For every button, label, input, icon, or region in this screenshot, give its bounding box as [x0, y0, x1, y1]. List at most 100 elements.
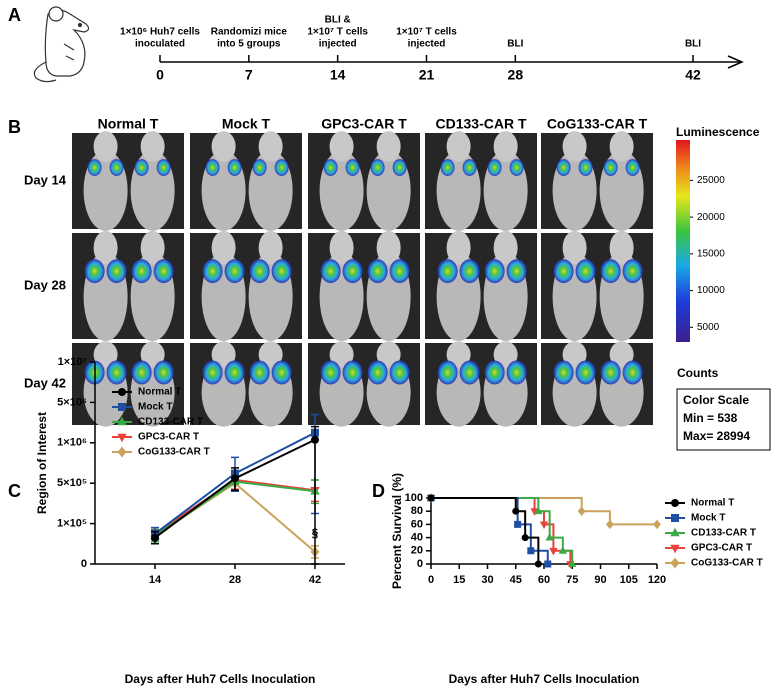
- bli-image: [72, 230, 184, 342]
- marker: [568, 559, 577, 567]
- mouse-head: [329, 131, 354, 162]
- mouse-head: [493, 131, 518, 162]
- x-tick-label: 0: [428, 574, 434, 586]
- x-tick-label: 45: [510, 574, 522, 586]
- legend-marker: [117, 446, 127, 458]
- survival-curve: [431, 497, 540, 564]
- x-tick-label: 90: [594, 574, 606, 586]
- marker: [534, 506, 543, 515]
- signal: [487, 159, 502, 176]
- signal: [106, 360, 127, 385]
- marker: [534, 560, 542, 568]
- marker: [151, 533, 159, 542]
- column-header: CoG133-CAR T: [547, 116, 648, 132]
- signal: [575, 360, 596, 385]
- mouse-head: [376, 131, 401, 162]
- colorbar-tick-label: 15000: [697, 248, 725, 259]
- signal: [249, 259, 270, 284]
- signal: [389, 259, 410, 284]
- y-tick-label: 5×10⁵: [57, 477, 87, 489]
- mouse-head: [493, 341, 518, 368]
- signal: [459, 360, 480, 385]
- bli-image: [308, 230, 420, 342]
- signal: [625, 159, 640, 176]
- marker: [527, 547, 535, 555]
- signal: [131, 360, 152, 385]
- signal: [392, 159, 407, 176]
- signal: [575, 259, 596, 284]
- colorbar-tick-label: 5000: [697, 322, 720, 333]
- marker: [545, 532, 554, 541]
- signal: [553, 360, 574, 385]
- mouse-head: [140, 230, 165, 265]
- signal: [342, 360, 363, 385]
- y-tick-label: 0: [81, 558, 87, 570]
- legend-marker: [117, 416, 127, 426]
- timeline-event-label: inoculated: [135, 39, 185, 50]
- mouse-head: [562, 230, 587, 265]
- marker: [514, 520, 522, 528]
- survival-curve: [431, 497, 657, 526]
- signal: [84, 259, 105, 284]
- signal: [600, 360, 621, 385]
- signal: [578, 159, 593, 176]
- timeline-event-label: BLI: [507, 39, 523, 50]
- mouse-head: [258, 131, 283, 162]
- marker: [544, 560, 552, 568]
- column-header: CD133-CAR T: [435, 116, 526, 132]
- colorbar: [676, 140, 690, 342]
- signal: [320, 259, 341, 284]
- row-label: Day 42: [24, 375, 66, 390]
- signal: [553, 259, 574, 284]
- bli-image: [308, 341, 420, 427]
- column-header: GPC3-CAR T: [321, 116, 407, 132]
- signal: [600, 259, 621, 284]
- timeline-tick-label: 0: [156, 67, 164, 83]
- legend-marker: [671, 499, 679, 507]
- signal: [506, 360, 527, 385]
- marker: [427, 494, 435, 502]
- mouse-icon: [33, 6, 90, 83]
- signal: [462, 159, 477, 176]
- y-tick-label: 1×10⁷: [58, 356, 88, 368]
- signal: [109, 159, 124, 176]
- x-tick-label: 75: [566, 574, 578, 586]
- bli-image: [72, 341, 184, 427]
- mouse-head: [562, 341, 587, 368]
- mouse-head: [140, 131, 165, 162]
- signal: [249, 360, 270, 385]
- signal: [437, 259, 458, 284]
- legend-label: CD133-CAR T: [691, 528, 756, 539]
- signal: [367, 360, 388, 385]
- legend-label: CoG133-CAR T: [691, 558, 763, 569]
- signal: [389, 360, 410, 385]
- mouse-head: [329, 230, 354, 265]
- marker: [521, 534, 529, 542]
- marker: [512, 507, 520, 515]
- timeline-event-label: 1×10⁷ T cells: [307, 27, 368, 38]
- legend-label: CD133-CAR T: [138, 417, 203, 428]
- x-axis-title: Days after Huh7 Cells Inoculation: [125, 672, 316, 686]
- y-tick-label: 60: [411, 518, 423, 530]
- signal: [345, 159, 360, 176]
- signal: [134, 159, 149, 176]
- timeline-event-label: injected: [408, 39, 446, 50]
- colorbar-info: Min = 538: [683, 411, 738, 425]
- colorbar-info-box: [676, 388, 771, 451]
- y-tick-label: 100: [405, 492, 423, 504]
- panel-label: C: [8, 481, 21, 501]
- marker: [558, 546, 567, 554]
- mouse-head: [140, 341, 165, 368]
- y-tick-label: 5×10⁶: [57, 396, 87, 408]
- colorbar-info: Color Scale: [683, 393, 749, 407]
- signal: [153, 360, 174, 385]
- signal: [440, 159, 455, 176]
- legend-marker: [670, 557, 680, 569]
- timeline-tick-label: 42: [685, 67, 701, 83]
- signal: [459, 259, 480, 284]
- bli-image: [425, 341, 537, 427]
- mouse-head: [562, 131, 587, 162]
- error-bar: [311, 425, 319, 565]
